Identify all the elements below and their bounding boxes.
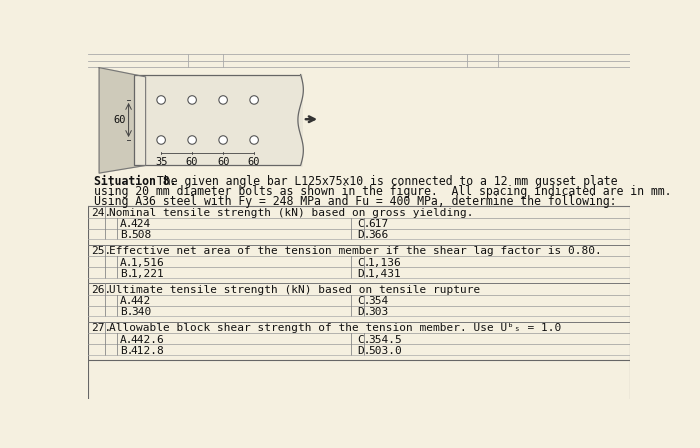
Text: 60: 60 <box>186 157 198 167</box>
Text: 25.: 25. <box>92 246 111 256</box>
Text: 366: 366 <box>368 230 388 240</box>
Text: 1,136: 1,136 <box>368 258 402 268</box>
Text: C.: C. <box>357 335 371 345</box>
Text: C.: C. <box>357 220 371 229</box>
Text: 442: 442 <box>131 296 151 306</box>
Text: A.: A. <box>120 296 134 306</box>
Circle shape <box>250 96 258 104</box>
Text: B.: B. <box>120 345 134 356</box>
Text: Using A36 steel with Fy = 248 MPa and Fu = 400 MPa, determine the following:: Using A36 steel with Fy = 248 MPa and Fu… <box>94 195 616 208</box>
Text: The given angle bar L125x75x10 is connected to a 12 mm gusset plate: The given angle bar L125x75x10 is connec… <box>150 176 618 189</box>
Text: B.: B. <box>120 269 134 279</box>
Text: B.: B. <box>120 230 134 240</box>
Text: 1,516: 1,516 <box>131 258 164 268</box>
Text: 442.6: 442.6 <box>131 335 164 345</box>
Text: using 20 mm diameter bolts as shown in the figure.  All spacing indicated are in: using 20 mm diameter bolts as shown in t… <box>94 185 671 198</box>
Text: C.: C. <box>357 296 371 306</box>
Text: D.: D. <box>357 345 371 356</box>
Bar <box>134 74 300 165</box>
Text: 1,431: 1,431 <box>368 269 402 279</box>
Text: D.: D. <box>357 230 371 240</box>
Text: 60: 60 <box>248 157 260 167</box>
Text: D.: D. <box>357 307 371 317</box>
Text: Allowable block shear strength of the tension member. Use Uᵇₛ = 1.0: Allowable block shear strength of the te… <box>109 323 561 333</box>
Circle shape <box>219 96 228 104</box>
Text: B.: B. <box>120 307 134 317</box>
Text: 303: 303 <box>368 307 388 317</box>
Text: Situation 8.: Situation 8. <box>94 176 176 189</box>
Text: 354: 354 <box>368 296 388 306</box>
Text: A.: A. <box>120 220 134 229</box>
Circle shape <box>157 96 165 104</box>
Text: Effective net area of the tension member if the shear lag factor is 0.80.: Effective net area of the tension member… <box>109 246 602 256</box>
Text: 508: 508 <box>131 230 151 240</box>
Circle shape <box>250 136 258 144</box>
Text: 340: 340 <box>131 307 151 317</box>
Text: 1,221: 1,221 <box>131 269 164 279</box>
Circle shape <box>188 96 197 104</box>
Text: D.: D. <box>357 269 371 279</box>
Text: 503.0: 503.0 <box>368 345 402 356</box>
Polygon shape <box>99 68 146 173</box>
Circle shape <box>157 136 165 144</box>
Text: 424: 424 <box>131 220 151 229</box>
Text: A.: A. <box>120 258 134 268</box>
Text: A.: A. <box>120 335 134 345</box>
Text: 617: 617 <box>368 220 388 229</box>
Circle shape <box>219 136 228 144</box>
Text: 35: 35 <box>155 157 167 167</box>
Text: 412.8: 412.8 <box>131 345 164 356</box>
Text: 60: 60 <box>217 157 230 167</box>
Text: C.: C. <box>357 258 371 268</box>
Circle shape <box>188 136 197 144</box>
Text: Nominal tensile strength (kN) based on gross yielding.: Nominal tensile strength (kN) based on g… <box>109 208 474 218</box>
Text: Ultimate tensile strength (kN) based on tensile rupture: Ultimate tensile strength (kN) based on … <box>109 285 480 295</box>
Text: 60: 60 <box>113 115 126 125</box>
Text: 27.: 27. <box>92 323 111 333</box>
Text: 24.: 24. <box>92 208 111 218</box>
Text: 354.5: 354.5 <box>368 335 402 345</box>
Text: 26.: 26. <box>92 285 111 295</box>
